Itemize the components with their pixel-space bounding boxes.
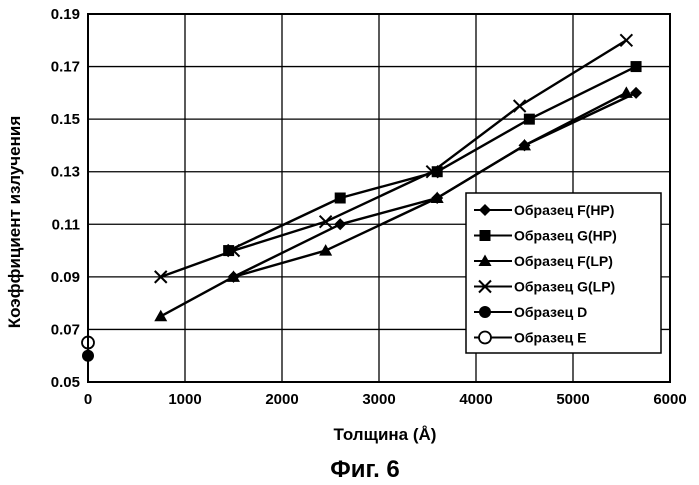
x-tick-label: 0 <box>84 391 92 408</box>
data-point <box>631 61 642 72</box>
x-tick-label: 4000 <box>459 391 492 408</box>
figure-caption: Фиг. 6 <box>330 456 400 483</box>
y-tick-label: 0.05 <box>51 374 80 391</box>
legend-label: Образец D <box>514 304 587 320</box>
data-point <box>334 218 346 230</box>
legend-label: Образец G(LP) <box>514 279 615 295</box>
x-tick-label: 6000 <box>653 391 686 408</box>
legend-marker <box>479 306 491 318</box>
y-tick-label: 0.09 <box>51 269 80 286</box>
data-point <box>319 244 332 256</box>
data-point <box>335 193 346 204</box>
y-tick-label: 0.15 <box>51 111 80 128</box>
x-tick-label: 3000 <box>362 391 395 408</box>
figure: 0 1000 2000 3000 4000 5000 6000 0.05 0.07 0.09 0.1… <box>0 0 699 485</box>
legend-label: Образец F(HP) <box>514 202 614 218</box>
y-axis-title: Коэффициент излучения <box>5 116 24 328</box>
y-tick-label: 0.19 <box>51 6 80 23</box>
x-axis-title: Толщина (Å) <box>334 425 437 444</box>
data-point <box>514 100 526 112</box>
data-point <box>620 34 632 46</box>
data-point <box>154 310 167 322</box>
data-point <box>524 114 535 125</box>
legend-label: Образец F(LP) <box>514 253 613 269</box>
legend-label: Образец E <box>514 330 586 346</box>
legend-label: Образец G(HP) <box>514 228 617 244</box>
legend-marker <box>479 332 491 344</box>
y-tick-label: 0.13 <box>51 164 80 181</box>
legend: Образец F(HP) Образец G(HP) Образец F(LP) О… <box>466 193 661 353</box>
y-tick-label: 0.07 <box>51 321 80 338</box>
x-tick-label: 1000 <box>168 391 201 408</box>
y-tick-label: 0.17 <box>51 59 80 76</box>
y-tick-label: 0.11 <box>52 216 80 233</box>
x-tick-label: 2000 <box>265 391 298 408</box>
data-point <box>320 216 332 228</box>
x-tick-label: 5000 <box>556 391 589 408</box>
legend-marker <box>480 230 491 241</box>
